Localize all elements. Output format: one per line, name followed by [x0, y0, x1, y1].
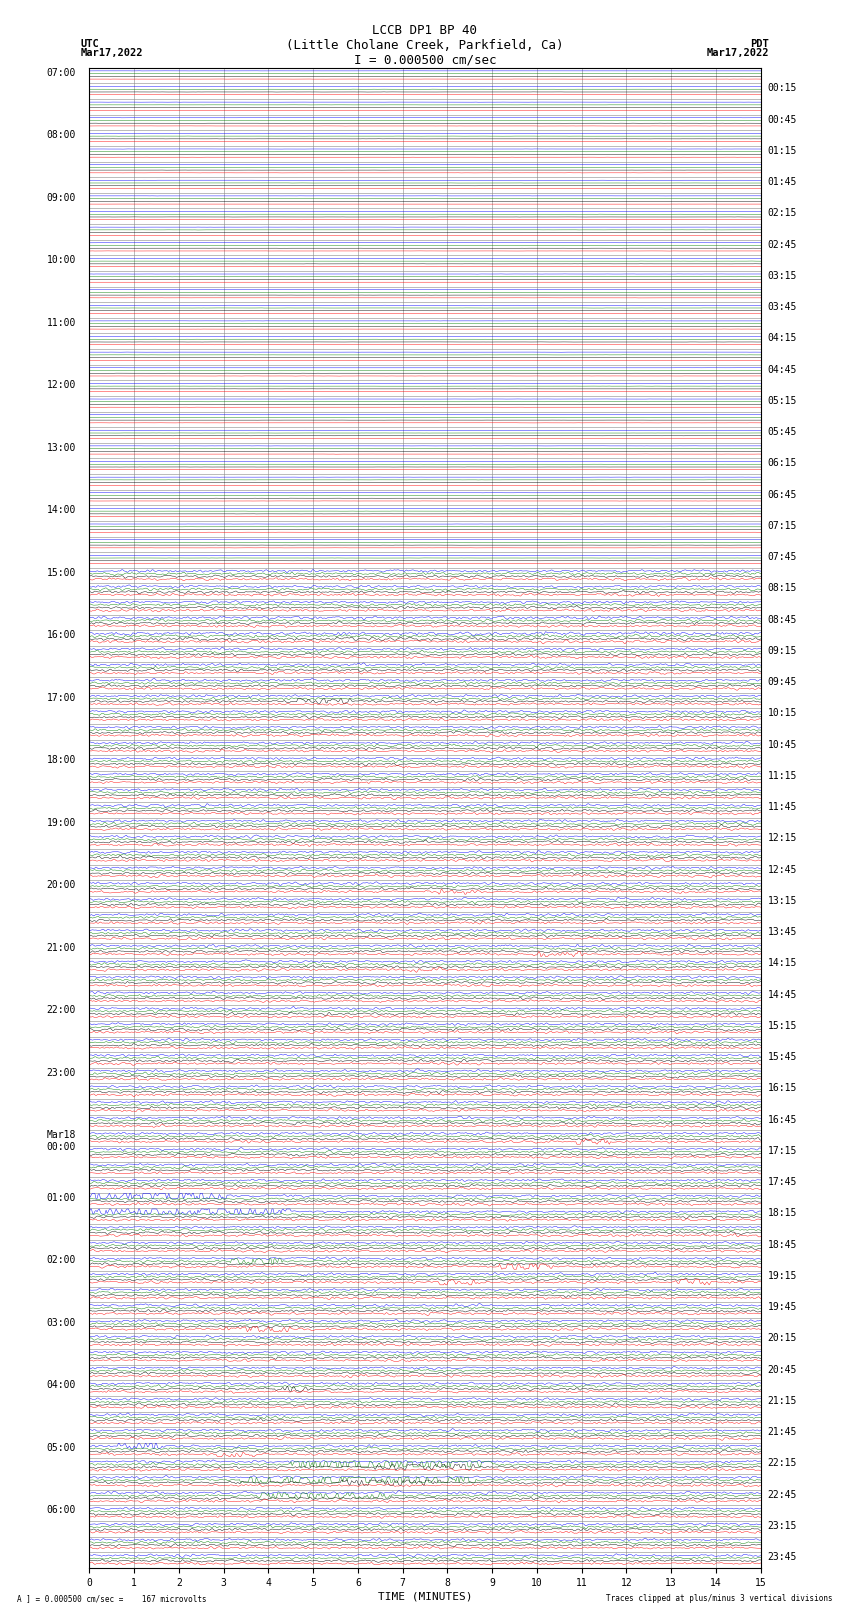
Text: 20:45: 20:45 — [768, 1365, 796, 1374]
Text: 23:45: 23:45 — [768, 1552, 796, 1563]
Text: 16:00: 16:00 — [47, 631, 76, 640]
Text: 04:00: 04:00 — [47, 1381, 76, 1390]
Text: 12:45: 12:45 — [768, 865, 796, 874]
Text: 22:15: 22:15 — [768, 1458, 796, 1468]
Text: 06:15: 06:15 — [768, 458, 796, 468]
Text: 07:15: 07:15 — [768, 521, 796, 531]
Text: 14:15: 14:15 — [768, 958, 796, 968]
Text: Mar18
00:00: Mar18 00:00 — [47, 1131, 76, 1152]
Text: 15:15: 15:15 — [768, 1021, 796, 1031]
Text: 00:45: 00:45 — [768, 115, 796, 124]
Text: 02:15: 02:15 — [768, 208, 796, 218]
Text: 13:00: 13:00 — [47, 444, 76, 453]
Text: 09:15: 09:15 — [768, 645, 796, 656]
Text: 08:00: 08:00 — [47, 131, 76, 140]
Text: 03:00: 03:00 — [47, 1318, 76, 1327]
Text: 16:15: 16:15 — [768, 1084, 796, 1094]
Text: A ] = 0.000500 cm/sec =    167 microvolts: A ] = 0.000500 cm/sec = 167 microvolts — [17, 1594, 207, 1603]
Text: 17:00: 17:00 — [47, 694, 76, 703]
Text: 21:15: 21:15 — [768, 1395, 796, 1407]
Text: Mar17,2022: Mar17,2022 — [706, 48, 769, 58]
Text: 17:45: 17:45 — [768, 1177, 796, 1187]
Text: 03:45: 03:45 — [768, 302, 796, 313]
Text: 01:00: 01:00 — [47, 1194, 76, 1203]
Text: 06:45: 06:45 — [768, 490, 796, 500]
Text: 20:15: 20:15 — [768, 1334, 796, 1344]
Text: 15:00: 15:00 — [47, 568, 76, 577]
Text: 05:00: 05:00 — [47, 1444, 76, 1453]
Text: 10:15: 10:15 — [768, 708, 796, 718]
Text: 13:15: 13:15 — [768, 895, 796, 907]
X-axis label: TIME (MINUTES): TIME (MINUTES) — [377, 1592, 473, 1602]
Text: 00:15: 00:15 — [768, 84, 796, 94]
Text: 19:00: 19:00 — [47, 818, 76, 827]
Text: 11:15: 11:15 — [768, 771, 796, 781]
Text: 22:00: 22:00 — [47, 1005, 76, 1015]
Text: 19:45: 19:45 — [768, 1302, 796, 1313]
Text: 18:00: 18:00 — [47, 755, 76, 765]
Text: 21:45: 21:45 — [768, 1428, 796, 1437]
Text: 12:00: 12:00 — [47, 381, 76, 390]
Text: 13:45: 13:45 — [768, 927, 796, 937]
Text: 14:00: 14:00 — [47, 505, 76, 515]
Text: 11:00: 11:00 — [47, 318, 76, 327]
Text: 09:45: 09:45 — [768, 677, 796, 687]
Text: 20:00: 20:00 — [47, 881, 76, 890]
Text: 03:15: 03:15 — [768, 271, 796, 281]
Text: 04:45: 04:45 — [768, 365, 796, 374]
Text: Traces clipped at plus/minus 3 vertical divisions: Traces clipped at plus/minus 3 vertical … — [606, 1594, 833, 1603]
Text: PDT: PDT — [751, 39, 769, 48]
Text: 23:00: 23:00 — [47, 1068, 76, 1077]
Text: 10:45: 10:45 — [768, 740, 796, 750]
Text: 15:45: 15:45 — [768, 1052, 796, 1063]
Text: 17:15: 17:15 — [768, 1145, 796, 1157]
Text: 07:45: 07:45 — [768, 552, 796, 563]
Text: 06:00: 06:00 — [47, 1505, 76, 1515]
Text: 22:45: 22:45 — [768, 1490, 796, 1500]
Text: UTC: UTC — [81, 39, 99, 48]
Text: 08:15: 08:15 — [768, 584, 796, 594]
Text: 05:45: 05:45 — [768, 427, 796, 437]
Text: 07:00: 07:00 — [47, 68, 76, 77]
Text: 23:15: 23:15 — [768, 1521, 796, 1531]
Text: 21:00: 21:00 — [47, 942, 76, 953]
Text: 18:45: 18:45 — [768, 1240, 796, 1250]
Text: 14:45: 14:45 — [768, 990, 796, 1000]
Text: 12:15: 12:15 — [768, 834, 796, 844]
Text: 16:45: 16:45 — [768, 1115, 796, 1124]
Text: 01:15: 01:15 — [768, 145, 796, 156]
Title: LCCB DP1 BP 40
(Little Cholane Creek, Parkfield, Ca)
I = 0.000500 cm/sec: LCCB DP1 BP 40 (Little Cholane Creek, Pa… — [286, 24, 564, 66]
Text: 18:15: 18:15 — [768, 1208, 796, 1218]
Text: Mar17,2022: Mar17,2022 — [81, 48, 144, 58]
Text: 08:45: 08:45 — [768, 615, 796, 624]
Text: 05:15: 05:15 — [768, 395, 796, 406]
Text: 19:15: 19:15 — [768, 1271, 796, 1281]
Text: 02:45: 02:45 — [768, 240, 796, 250]
Text: 02:00: 02:00 — [47, 1255, 76, 1265]
Text: 01:45: 01:45 — [768, 177, 796, 187]
Text: 11:45: 11:45 — [768, 802, 796, 813]
Text: 10:00: 10:00 — [47, 255, 76, 265]
Text: 04:15: 04:15 — [768, 334, 796, 344]
Text: 09:00: 09:00 — [47, 194, 76, 203]
